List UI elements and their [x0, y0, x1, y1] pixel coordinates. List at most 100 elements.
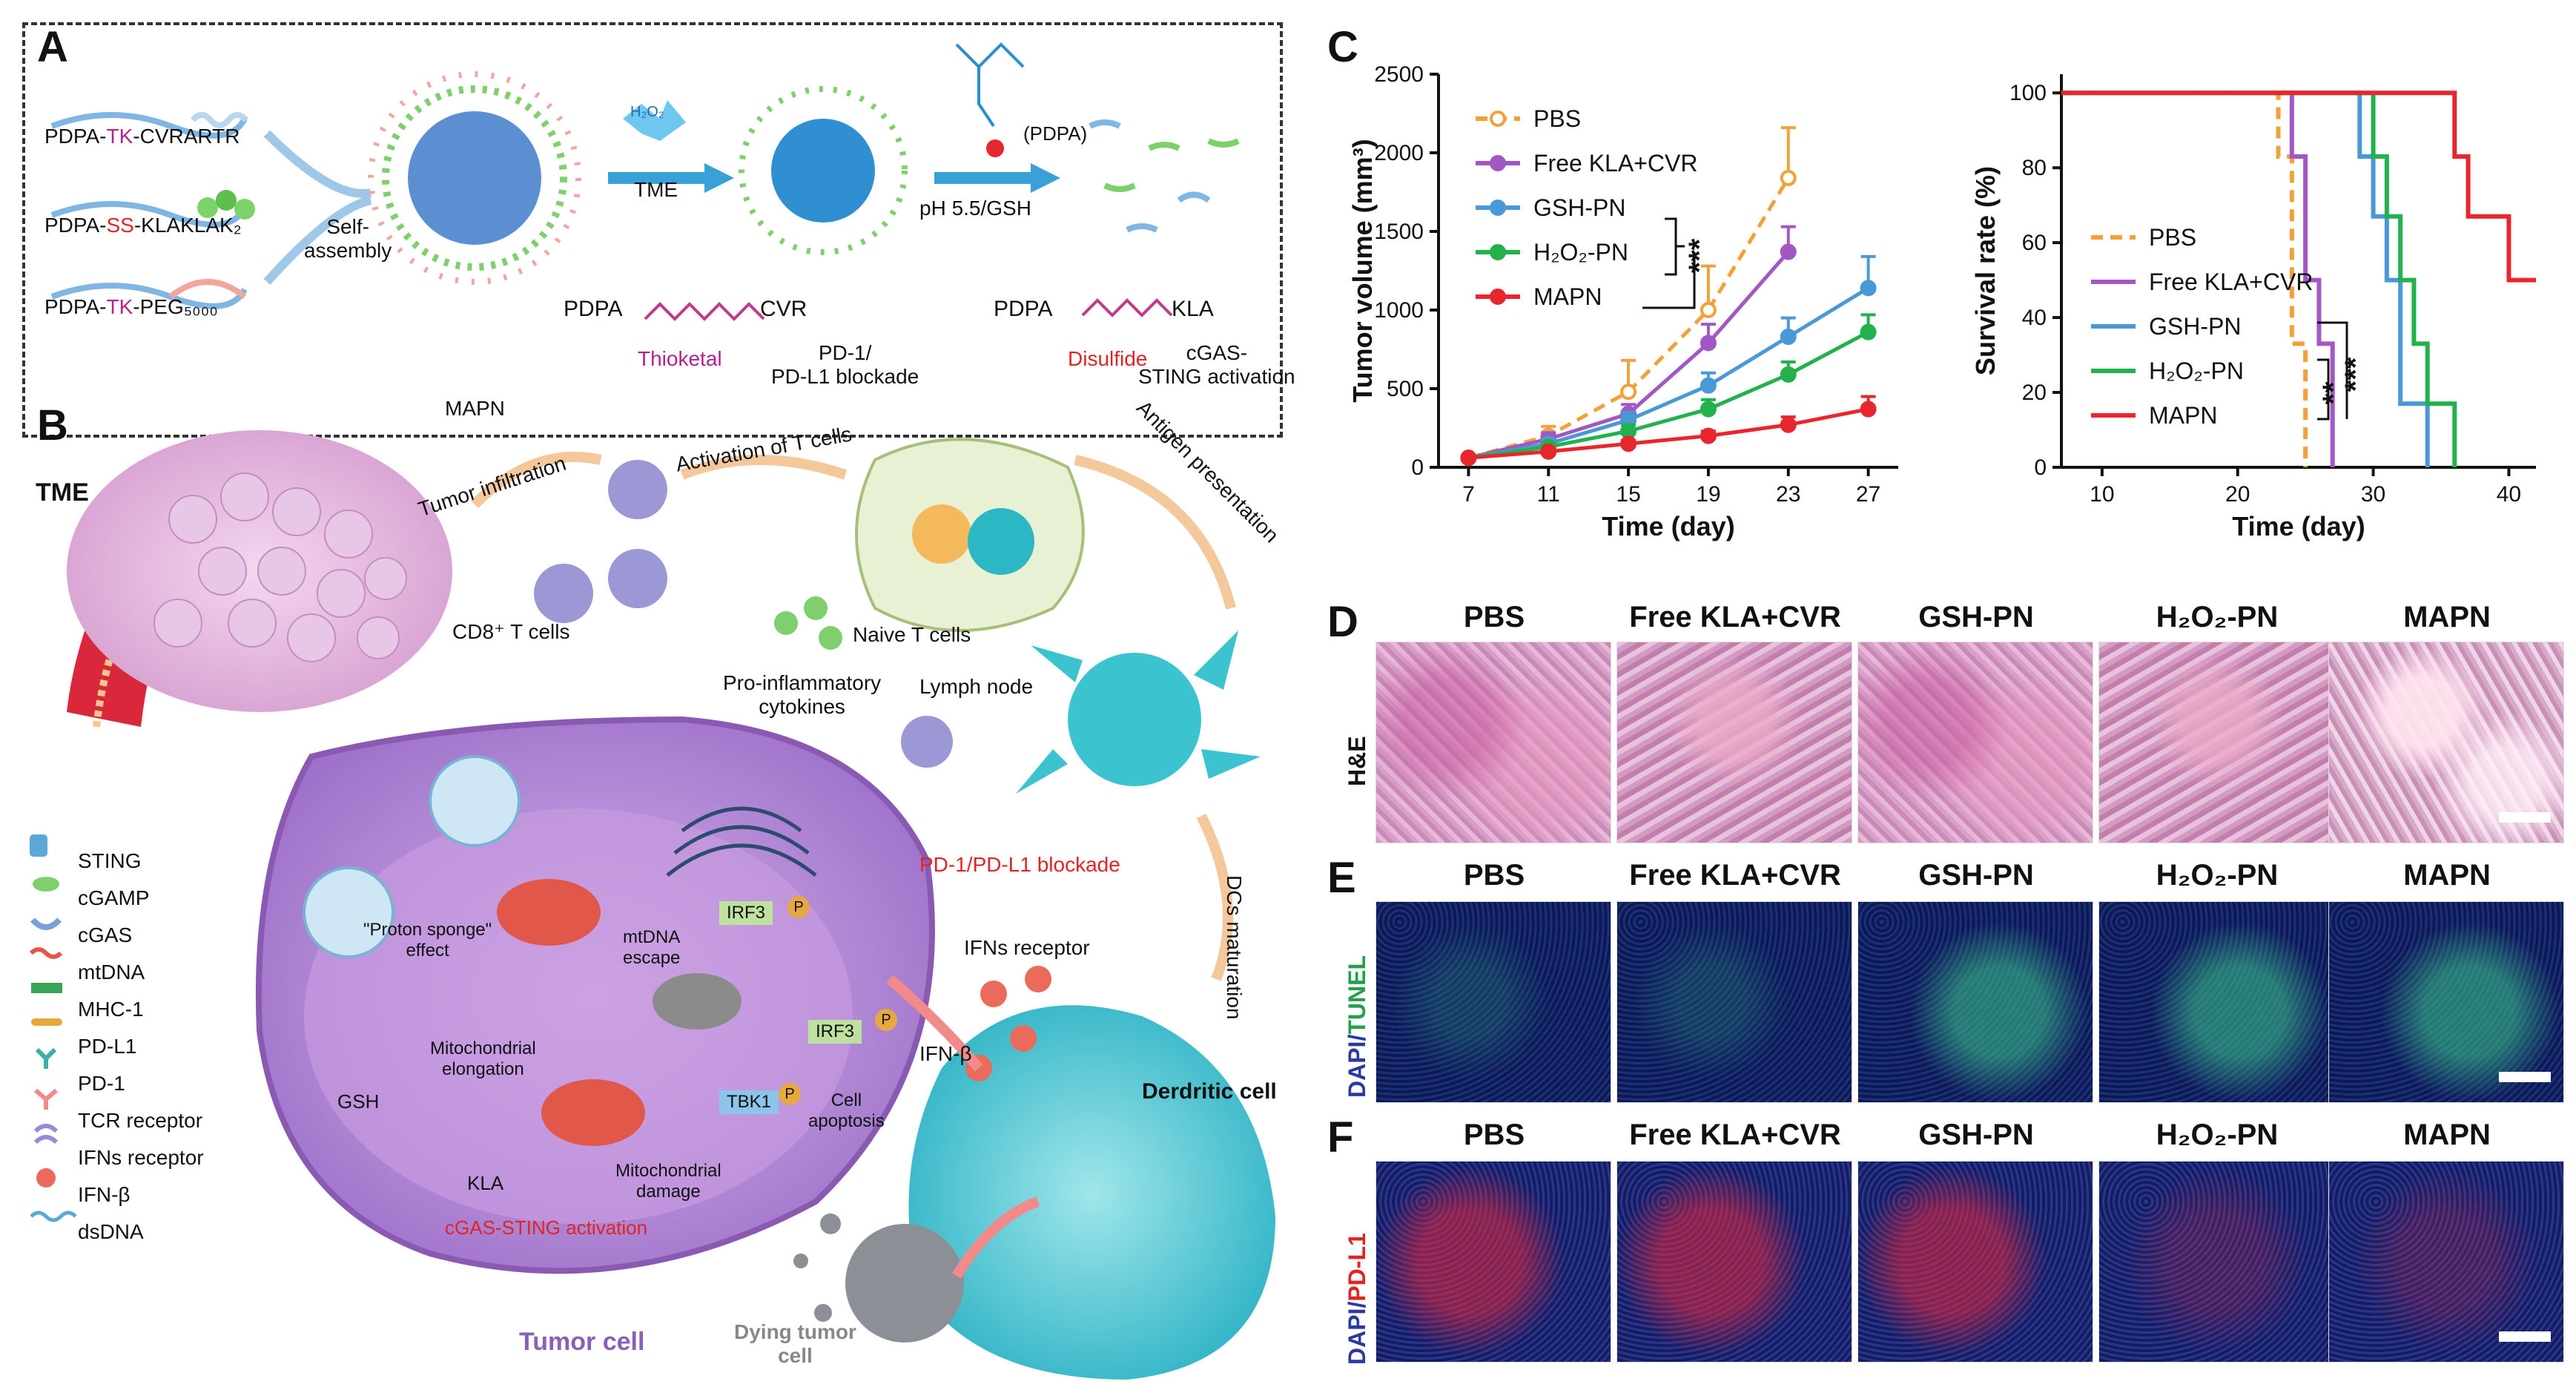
x-tick-label-0: 7 — [1462, 482, 1475, 507]
tme-b-label: TME — [36, 478, 89, 507]
pd-particle — [739, 86, 908, 255]
pdpa-label: (PDPA) — [1023, 122, 1088, 145]
data-point-4-5 — [1860, 401, 1877, 418]
tumor-cell-label: Tumor cell — [519, 1328, 645, 1356]
y-tick-label-0: 0 — [1411, 455, 1424, 480]
legend-mtdna: mtDNA — [78, 961, 145, 984]
y-tick-label-1: 20 — [2022, 381, 2047, 405]
disulfide-right: KLA — [1172, 297, 1214, 321]
row-f-label: DAPI/PD-L1 — [1344, 1233, 1370, 1365]
y-tick-label-0: 0 — [2034, 455, 2047, 480]
naive-t-label: Naive T cells — [853, 623, 971, 646]
y-axis-label: Survival rate (%) — [1970, 166, 2001, 375]
cell-apop-label: Cell apoptosis — [808, 1090, 885, 1131]
row-d-label: H&E — [1344, 736, 1370, 786]
sig-bracket-1 — [1665, 217, 1685, 276]
series-line-4 — [1468, 407, 1869, 460]
scalebar-d — [2499, 812, 2551, 823]
he-tile-h2o2 — [2098, 642, 2334, 843]
mapn-particle — [368, 71, 581, 285]
col-title-f-3: H₂O₂-PN — [2156, 1119, 2279, 1151]
disulfide-left: PDPA — [994, 297, 1053, 321]
legend-ifns-receptor: IFNs receptor — [78, 1146, 204, 1169]
legend-dsdna: dsDNA — [78, 1220, 144, 1243]
legend-marker-4 — [1490, 289, 1506, 305]
he-tile-free — [1616, 642, 1852, 843]
legend-label-2: GSH-PN — [1533, 194, 1625, 221]
row-e-label: DAPI/TUNEL — [1344, 955, 1370, 1098]
panel-a-letter: A — [37, 23, 68, 71]
legend-label-1: Free KLA+CVR — [1533, 150, 1697, 177]
col-title-f-0: PBS — [1463, 1119, 1525, 1151]
col-title-e-0: PBS — [1463, 859, 1525, 892]
y-tick-label-5: 100 — [2009, 81, 2047, 105]
self-assembly-label: Self- assembly — [304, 215, 392, 262]
legend-marker-3 — [1490, 244, 1506, 260]
ifns-receptor-b-label: IFNs receptor — [964, 936, 1090, 959]
lymph-node-label: Lymph node — [919, 675, 1034, 698]
data-point-0-2 — [1620, 383, 1637, 401]
col-title-f-1: Free KLA+CVR — [1629, 1119, 1841, 1151]
panel-a-box — [22, 22, 1283, 438]
tunel-tile-gsh — [1857, 901, 2093, 1103]
x-tick-label-3: 19 — [1696, 482, 1720, 507]
y-tick-label-1: 500 — [1387, 377, 1424, 401]
sting-act-label-a: cGAS- STING activation — [1138, 341, 1295, 388]
x-tick-label-1: 11 — [1537, 482, 1560, 507]
legend-tcr: TCR receptor — [78, 1109, 203, 1132]
mapn-label: MAPN — [445, 397, 505, 420]
y-tick-label-5: 2500 — [1374, 62, 1424, 87]
tunel-tile-pbs — [1375, 901, 1611, 1103]
sig-bracket-s1 — [2317, 358, 2330, 421]
p-label-3: P — [779, 1083, 801, 1105]
pd-block-label-a: PD-1/ PD-L1 blockade — [771, 341, 919, 388]
x-axis-label: Time (day) — [1602, 511, 1734, 541]
legend-pd1: PD-1 — [78, 1072, 125, 1095]
col-title-e-3: H₂O₂-PN — [2156, 859, 2279, 892]
scalebar-f — [2499, 1331, 2551, 1342]
col-title-d-0: PBS — [1463, 601, 1525, 633]
x-tick-label-2: 30 — [2361, 482, 2385, 507]
data-point-4-1 — [1540, 443, 1557, 460]
tunel-tile-free — [1616, 901, 1852, 1103]
mito-elong-label: Mitochondrial elongation — [430, 1038, 536, 1079]
panel-f-letter: F — [1327, 1113, 1354, 1162]
pd-block-b-label: PD-1/PD-L1 blockade — [919, 853, 1120, 876]
col-title-d-4: MAPN — [2403, 601, 2491, 633]
disulfide-label: Disulfide — [1068, 347, 1148, 370]
legend-cgas: cGAS — [78, 923, 133, 946]
col-title-f-2: GSH-PN — [1918, 1119, 2034, 1151]
col-title-e-1: Free KLA+CVR — [1629, 859, 1841, 892]
input-2: PDPA-SS-KLAKLAK₂ — [44, 214, 242, 237]
tunel-tile-h2o2 — [2098, 901, 2334, 1103]
legend-marker-0 — [1490, 111, 1506, 127]
col-title-f-4: MAPN — [2403, 1119, 2491, 1151]
pdl1-tile-free — [1616, 1161, 1852, 1363]
series-line-1 — [2061, 90, 2335, 467]
data-point-3-4 — [1780, 366, 1797, 383]
y-tick-label-3: 1500 — [1374, 220, 1424, 244]
data-point-1-3 — [1700, 335, 1717, 352]
derdritic-label: Derdritic cell — [1142, 1079, 1277, 1104]
legend-marker-1 — [1490, 155, 1506, 171]
sig-stars-s2: *** — [2339, 357, 2372, 392]
tunel-tile-mapn — [2328, 901, 2564, 1103]
y-axis-label: Tumor volume (mm³) — [1347, 139, 1378, 402]
col-title-d-1: Free KLA+CVR — [1629, 601, 1841, 633]
col-title-e-4: MAPN — [2403, 859, 2491, 892]
panel-c-letter: C — [1327, 23, 1358, 71]
panel-b-illustration — [29, 430, 1275, 1380]
tbk1-label: TBK1 — [719, 1090, 779, 1114]
data-point-2-5 — [1860, 280, 1877, 297]
chart-survival-rate: 0 20 40 60 80 100 10 20 30 40 Time (day) Survival r… — [1970, 74, 2536, 541]
he-tile-mapn — [2328, 642, 2564, 843]
data-point-4-0 — [1460, 449, 1477, 467]
ifn-beta-b-label: IFN-β — [919, 1042, 972, 1065]
legend-label-0: PBS — [1533, 105, 1581, 132]
y-tick-label-4: 80 — [2022, 156, 2047, 180]
data-point-3-3 — [1700, 401, 1717, 418]
legend-label-4: MAPN — [1533, 283, 1602, 310]
legend-label-1: Free KLA+CVR — [2149, 269, 2313, 295]
input-3: PDPA-TK-PEG₅₀₀₀ — [44, 295, 218, 318]
irf3-label: IRF3 — [719, 901, 773, 925]
